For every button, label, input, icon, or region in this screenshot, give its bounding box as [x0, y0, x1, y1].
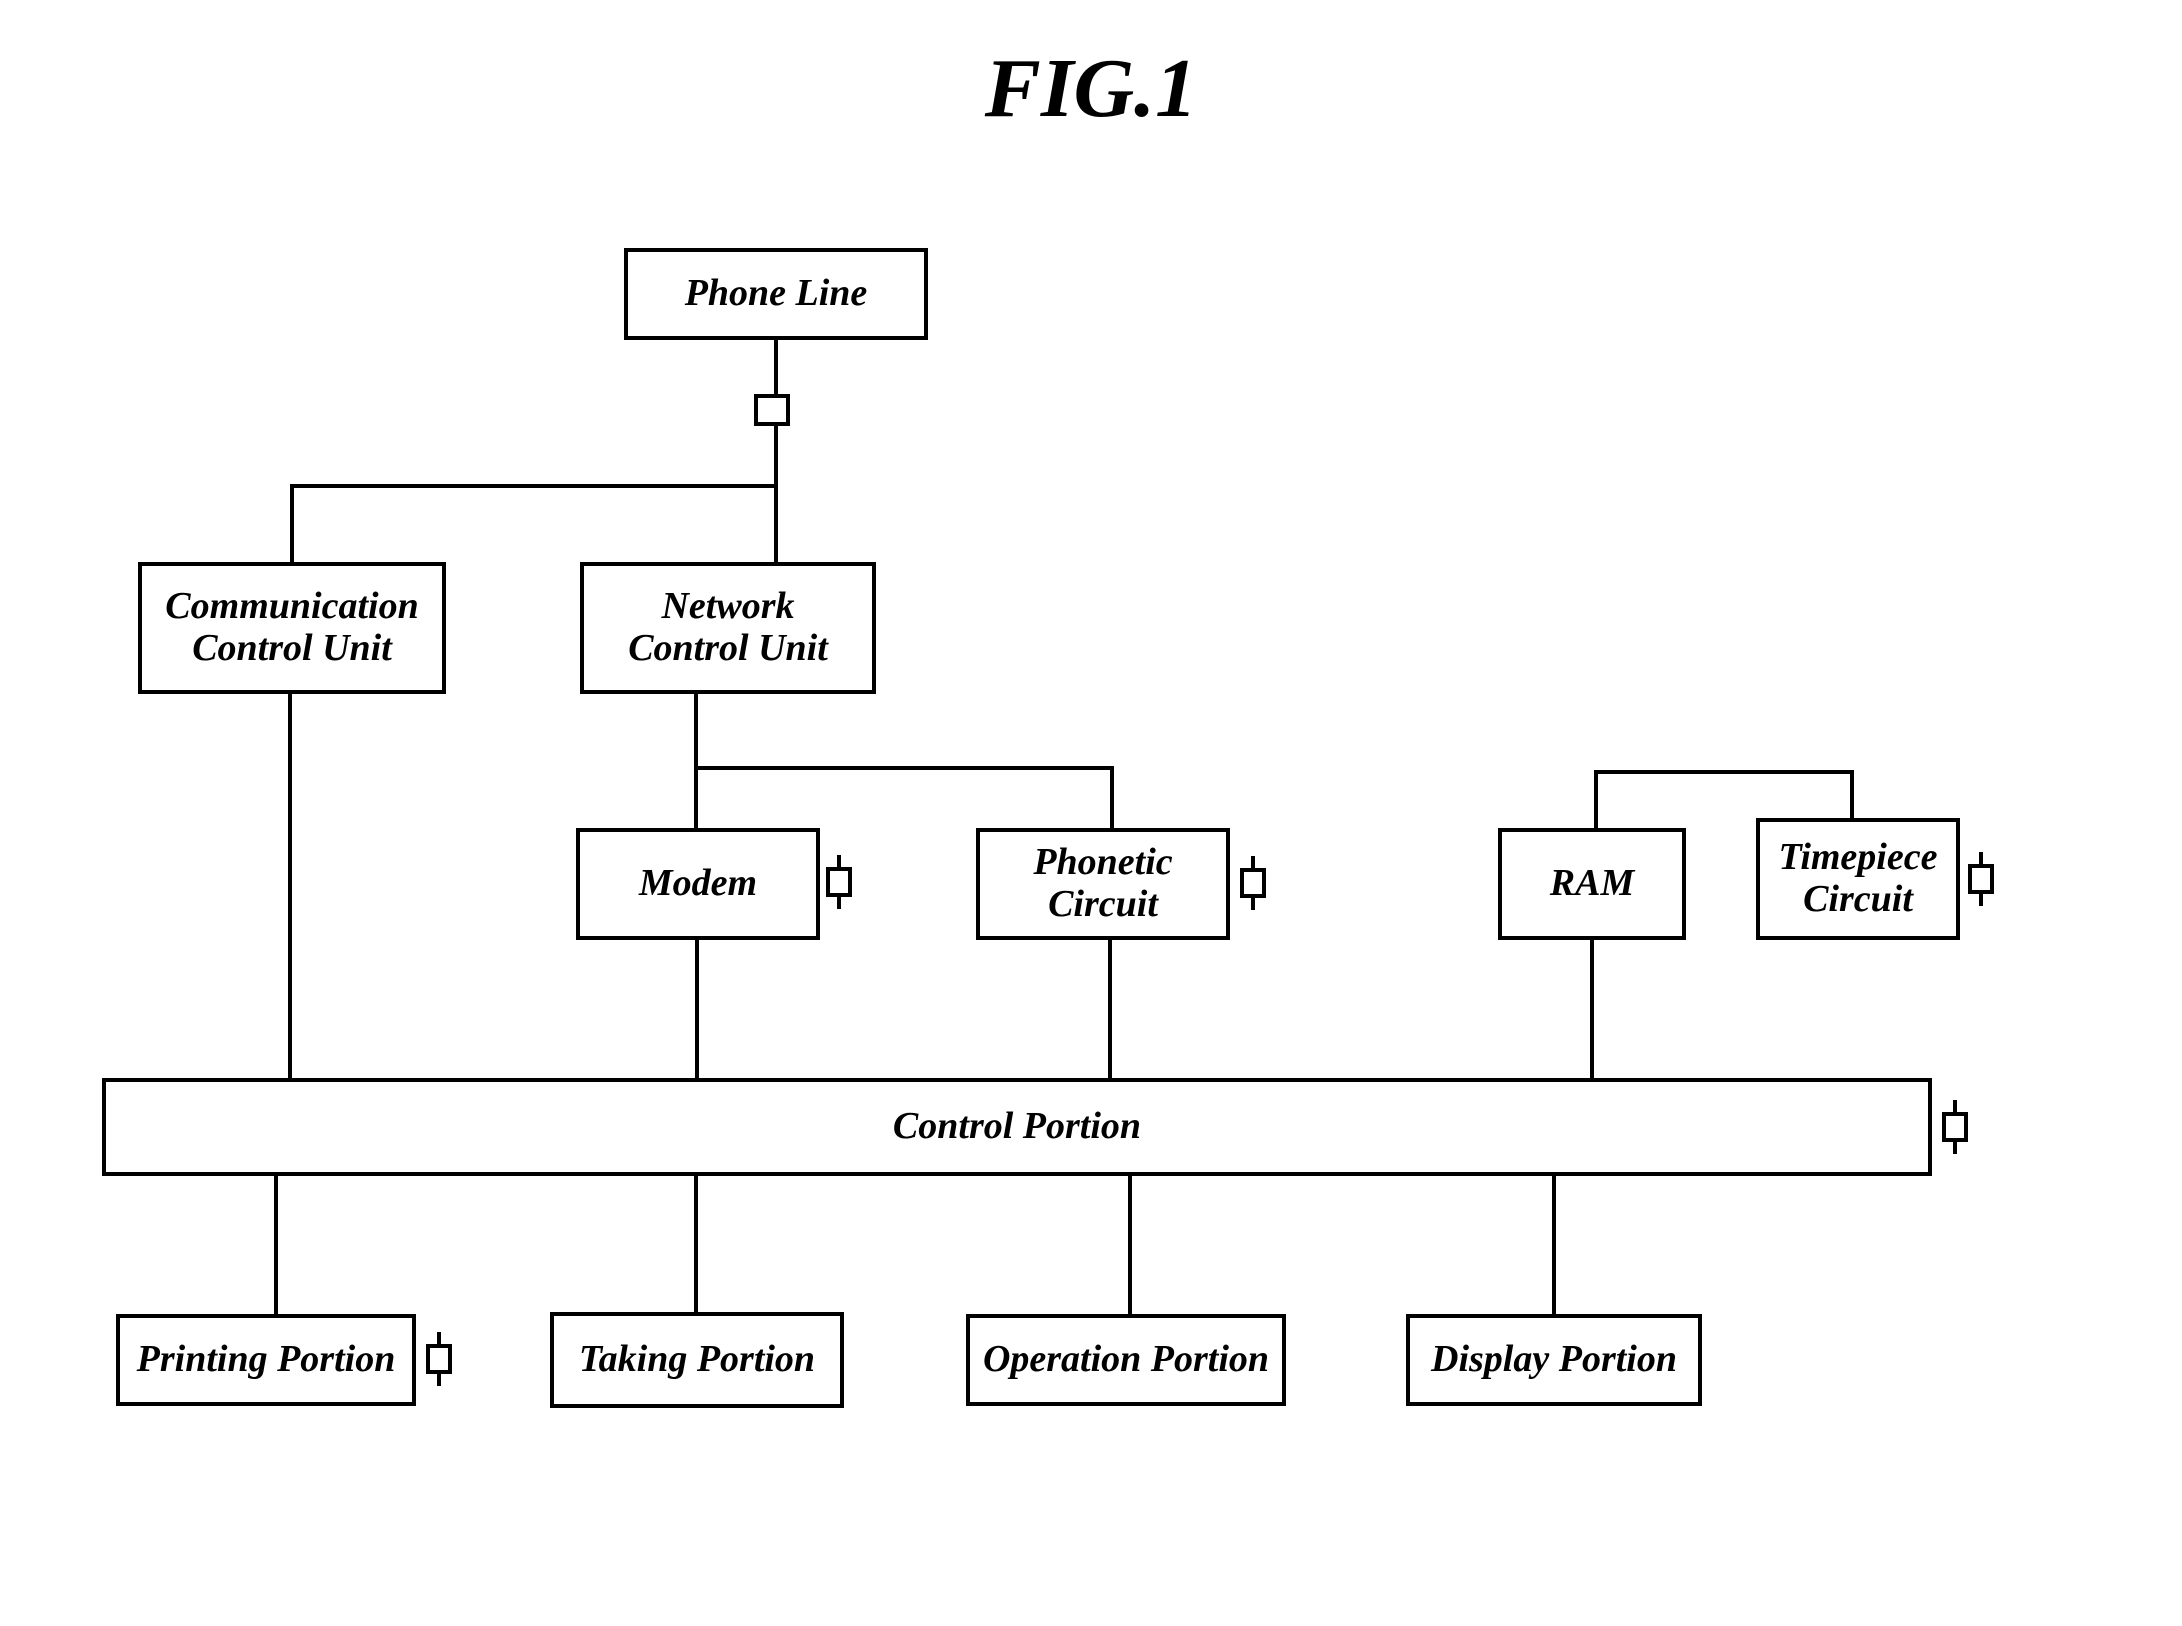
- line-net-to-modem: [694, 766, 698, 828]
- line-ram-up: [1594, 770, 1598, 828]
- figure-title: FIG.1: [985, 40, 1197, 137]
- line-phone-down: [774, 340, 778, 396]
- line-modem-to-control: [695, 940, 699, 1078]
- box-comm-ctrl-unit: CommunicationControl Unit: [138, 562, 446, 694]
- box-modem: Modem: [576, 828, 820, 940]
- line-tp-up: [1850, 770, 1854, 818]
- connector-phone: [754, 394, 790, 426]
- line-phone-to-split: [774, 426, 778, 484]
- line-ctrl-to-operation: [1128, 1176, 1132, 1314]
- line-net-h: [694, 766, 1114, 770]
- box-display: Display Portion: [1406, 1314, 1702, 1406]
- box-taking: Taking Portion: [550, 1312, 844, 1408]
- line-split-to-comm: [290, 484, 294, 562]
- line-ctrl-to-taking: [694, 1176, 698, 1312]
- line-ram-tp-h: [1594, 770, 1854, 774]
- box-printing: Printing Portion: [116, 1314, 416, 1406]
- line-split-to-net: [774, 484, 778, 562]
- box-control-portion: Control Portion: [102, 1078, 1932, 1176]
- box-operation: Operation Portion: [966, 1314, 1286, 1406]
- line-net-to-phonetic: [1110, 766, 1114, 828]
- box-net-ctrl-unit: NetworkControl Unit: [580, 562, 876, 694]
- line-ctrl-to-display: [1552, 1176, 1556, 1314]
- line-split-h: [290, 484, 778, 488]
- line-phonetic-to-ctrl: [1108, 940, 1112, 1078]
- line-comm-to-control: [288, 694, 292, 1078]
- line-net-down: [694, 694, 698, 766]
- box-phone-line: Phone Line: [624, 248, 928, 340]
- line-ctrl-to-printing: [274, 1176, 278, 1314]
- line-ram-to-control: [1590, 940, 1594, 1078]
- box-phonetic: PhoneticCircuit: [976, 828, 1230, 940]
- box-ram: RAM: [1498, 828, 1686, 940]
- box-timepiece: TimepieceCircuit: [1756, 818, 1960, 940]
